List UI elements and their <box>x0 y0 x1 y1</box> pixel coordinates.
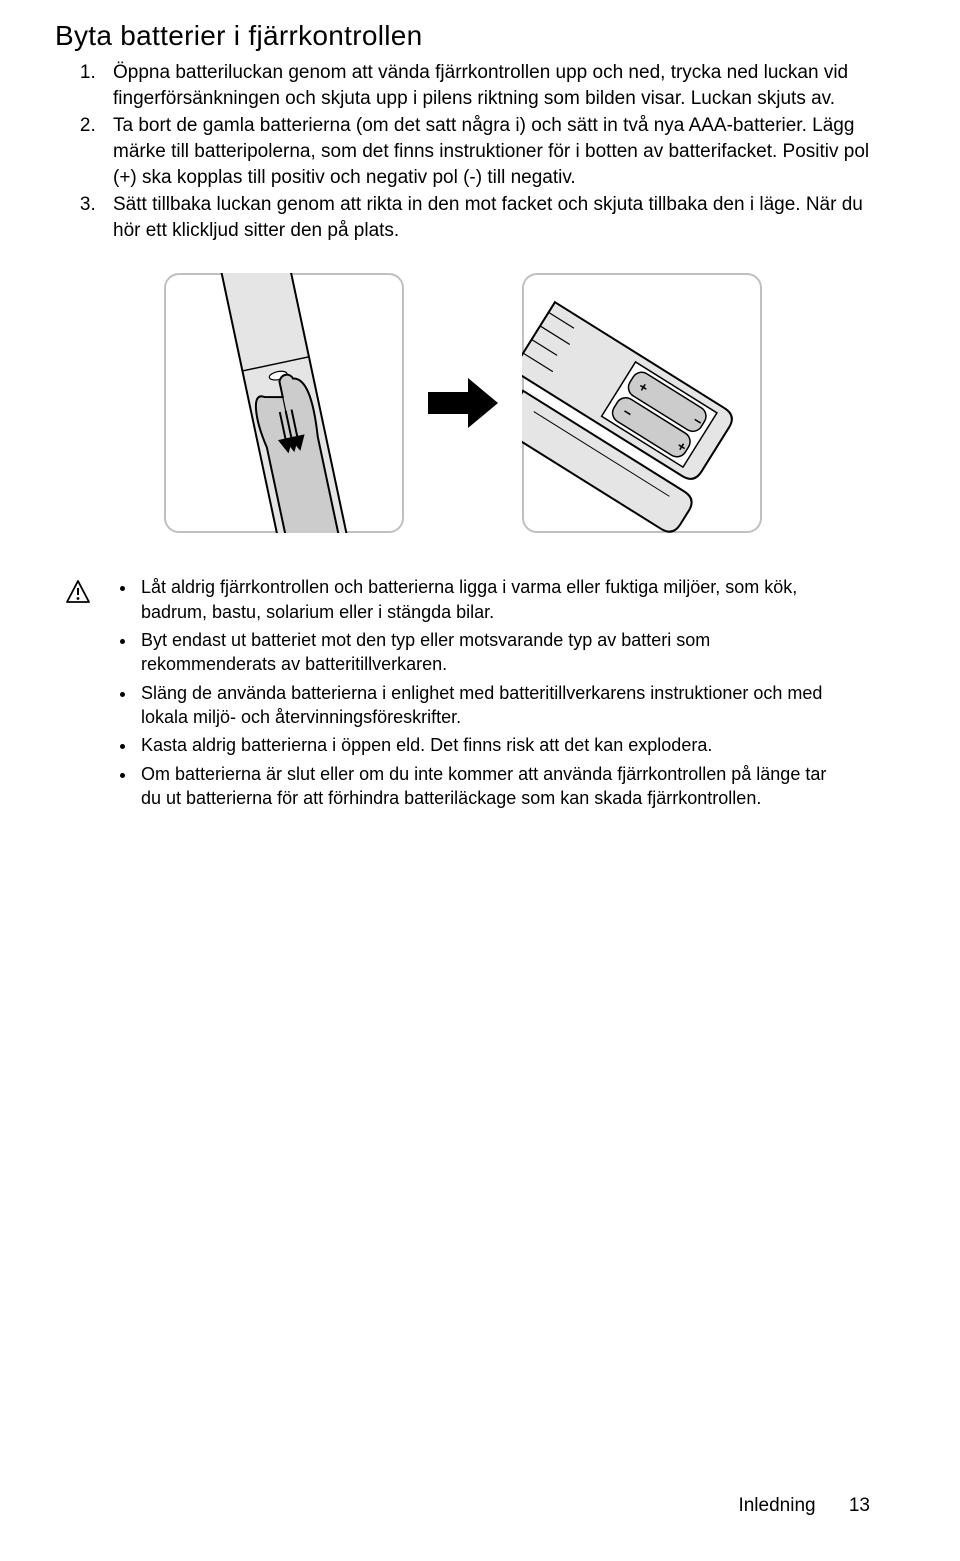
warning-list: Låt aldrig fjärrkontrollen och batterier… <box>109 575 850 814</box>
manual-page: Byta batterier i fjärrkontrollen Öppna b… <box>0 0 960 1561</box>
page-title: Byta batterier i fjärrkontrollen <box>55 20 870 52</box>
footer-section: Inledning <box>738 1495 815 1516</box>
diagram-row: + − − + <box>55 273 870 533</box>
instruction-list: Öppna batteriluckan genom att vända fjär… <box>55 60 870 243</box>
instruction-step: Öppna batteriluckan genom att vända fjär… <box>101 60 870 111</box>
footer-page-number: 13 <box>849 1495 870 1516</box>
warning-item: Byt endast ut batteriet mot den typ elle… <box>137 628 850 677</box>
arrow-icon <box>428 378 498 428</box>
instruction-step: Sätt tillbaka luckan genom att rikta in … <box>101 192 870 243</box>
diagram-batteries: + − − + <box>522 273 762 533</box>
warning-item: Låt aldrig fjärrkontrollen och batterier… <box>137 575 850 624</box>
warning-item: Kasta aldrig batterierna i öppen eld. De… <box>137 733 850 757</box>
warning-item: Om batterierna är slut eller om du inte … <box>137 762 850 811</box>
page-footer: Inledning 13 <box>738 1495 870 1517</box>
warning-item: Släng de använda batterierna i enlighet … <box>137 681 850 730</box>
instruction-step: Ta bort de gamla batterierna (om det sat… <box>101 113 870 190</box>
diagram-push-cover <box>164 273 404 533</box>
warning-block: Låt aldrig fjärrkontrollen och batterier… <box>65 575 870 814</box>
warning-icon <box>65 579 91 605</box>
